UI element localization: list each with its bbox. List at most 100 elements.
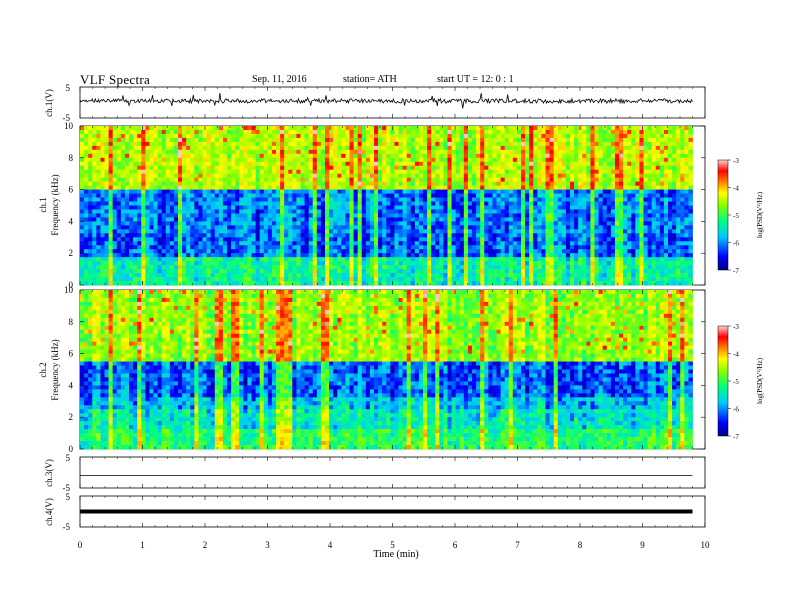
spectrogram-cell — [439, 149, 444, 155]
spectrogram-cell — [418, 201, 424, 206]
spectrogram-cell — [247, 157, 252, 163]
spectrogram-cell — [178, 145, 183, 151]
spectrogram-cell — [553, 229, 559, 234]
spectrogram-cell — [663, 165, 669, 171]
spectrogram-cell — [161, 249, 167, 254]
spectrogram-cell — [369, 217, 375, 222]
spectrogram-cell — [439, 197, 444, 202]
spectrogram-cell — [467, 161, 473, 167]
spectrogram-cell — [504, 126, 510, 131]
spectrogram-cell — [533, 126, 538, 131]
spectrogram-cell — [231, 229, 236, 234]
spectrogram-cell — [500, 201, 506, 206]
spectrogram-cell — [570, 177, 575, 183]
spectrogram-cell — [418, 185, 424, 191]
spectrogram-cell — [447, 217, 452, 222]
spectrogram-cell — [227, 173, 232, 179]
spectrogram-cell — [549, 209, 555, 214]
spectrogram-cell — [182, 149, 187, 155]
spectrogram-cell — [239, 225, 244, 230]
spectrogram-cell — [222, 241, 228, 246]
spectrogram-cell — [496, 126, 501, 131]
spectrogram-cell — [455, 153, 461, 159]
spectrogram-cell — [521, 201, 526, 206]
spectrogram-cell — [276, 205, 281, 210]
spectrogram-cell — [276, 185, 281, 191]
spectrogram-cell — [541, 253, 546, 258]
spectrogram-cell — [582, 245, 587, 250]
spectrogram-cell — [133, 249, 138, 254]
spectrogram-cell — [153, 149, 158, 155]
spectrogram-cell — [304, 153, 310, 159]
spectrogram-cell — [418, 225, 424, 230]
spectrogram-cell — [255, 249, 261, 254]
spectrogram-cell — [284, 229, 289, 234]
spectrogram-cell — [586, 137, 591, 143]
spectrogram-cell — [133, 221, 138, 226]
spectrogram-cell — [267, 137, 273, 143]
spectrogram-cell — [549, 161, 555, 167]
spectrogram-cell — [455, 197, 461, 202]
spectrogram-cell — [129, 193, 134, 198]
spectrogram-cell — [182, 126, 187, 131]
spectrogram-cell — [651, 173, 657, 179]
spectrogram-cell — [390, 225, 395, 230]
spectrogram-cell — [472, 241, 477, 246]
spectrogram-cell — [206, 149, 212, 155]
spectrogram-cell — [418, 233, 424, 238]
spectrogram-cell — [186, 233, 191, 238]
spectrogram-cell — [570, 225, 575, 230]
spectrogram-cell — [108, 169, 114, 175]
spectrogram-cell — [627, 237, 632, 242]
spectrogram-cell — [659, 161, 665, 167]
spectrogram-cell — [537, 201, 542, 206]
spectrogram-cell — [288, 225, 293, 230]
spectrogram-cell — [112, 257, 118, 262]
spectrogram-cell — [480, 221, 485, 226]
spectrogram-cell — [300, 145, 305, 151]
spectrogram-cell — [529, 133, 534, 139]
spectrogram-cell — [476, 225, 481, 230]
spectrogram-cell — [369, 209, 375, 214]
spectrogram-cell — [508, 157, 514, 163]
spectrogram-cell — [537, 229, 542, 234]
spectrogram-cell — [659, 141, 665, 147]
spectrogram-cell — [427, 185, 432, 191]
spectrogram-cell — [602, 253, 608, 258]
spectrogram-cell — [451, 169, 457, 175]
spectrogram-cell — [239, 181, 244, 187]
spectrogram-cell — [455, 181, 461, 187]
spectrogram-cell — [431, 129, 436, 135]
spectrogram-cell — [504, 185, 510, 191]
spectrogram-cell — [112, 173, 118, 179]
spectrogram-cell — [149, 213, 154, 218]
spectrogram-cell — [627, 161, 632, 167]
spectrogram-cell — [643, 165, 648, 171]
spectrogram-cell — [402, 249, 408, 254]
spectrogram-cell — [504, 189, 510, 194]
spectrogram-cell — [247, 181, 252, 187]
spectrogram-cell — [337, 133, 342, 139]
spectrogram-cell — [521, 153, 526, 159]
spectrogram-cell — [231, 181, 236, 187]
spectrogram-cell — [492, 133, 497, 139]
spectrogram-cell — [582, 209, 587, 214]
spectrogram-cell — [316, 205, 322, 210]
spectrogram-cell — [472, 217, 477, 222]
spectrogram-cell — [431, 185, 436, 191]
spectrogram-cell — [235, 197, 240, 202]
spectrogram-cell — [627, 189, 632, 194]
spectrogram-cell — [545, 161, 550, 167]
spectrogram-cell — [80, 141, 85, 147]
spectrogram-cell — [288, 249, 293, 254]
spectrogram-cell — [627, 205, 632, 210]
spectrogram-cell — [455, 145, 461, 151]
spectrogram-cell — [427, 173, 432, 179]
spectrogram-cell — [451, 137, 457, 143]
spectrogram-cell — [341, 225, 346, 230]
spectrogram-cell — [100, 257, 105, 262]
spectrogram-cell — [374, 189, 379, 194]
spectrogram-cell — [300, 189, 305, 194]
spectrogram-cell — [663, 213, 669, 218]
spectrogram-cell — [402, 133, 408, 139]
